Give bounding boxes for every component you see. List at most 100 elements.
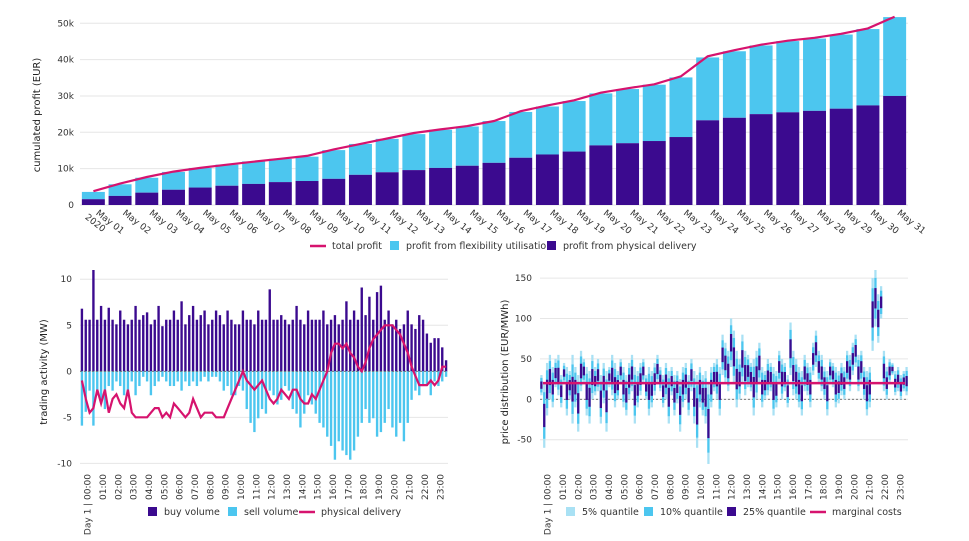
buy-volume-bar — [291, 319, 294, 372]
sell-volume-bar — [257, 371, 260, 419]
quantile-25-bar — [701, 387, 704, 403]
sell-volume-bar — [368, 371, 371, 423]
sell-volume-bar — [226, 371, 229, 387]
quantile-25-bar — [724, 355, 727, 371]
buy-volume-bar — [99, 305, 103, 372]
br-x-tick: 19:00 — [835, 474, 845, 500]
buy-volume-bar — [349, 319, 352, 372]
sell-volume-bar — [126, 371, 130, 391]
physical-profit-bar — [776, 112, 800, 205]
bl-x-tick: 10:00 — [237, 474, 247, 500]
top-x-tick: May 04 — [174, 208, 206, 236]
buy-volume-bar — [345, 301, 348, 372]
quantile-25-bar — [698, 379, 702, 395]
quantile-25-bar — [817, 361, 820, 373]
quantile-25-bar — [763, 380, 767, 391]
top-x-tick: May 30 — [868, 208, 900, 236]
flex-profit-bar — [188, 167, 212, 188]
flex-profit-bar — [803, 38, 827, 111]
quantile-25-bar — [662, 385, 665, 398]
quantile-25-bar — [882, 363, 886, 379]
buy-volume-bar — [222, 324, 225, 372]
top-x-tick: May 17 — [521, 208, 553, 236]
physical-profit-bar — [215, 185, 239, 205]
flex-profit-bar — [482, 121, 506, 163]
quantile-25-bar — [670, 376, 673, 387]
flex-profit-bar — [535, 106, 559, 155]
flex-profit-bar — [161, 171, 185, 190]
buy-volume-bar — [360, 287, 363, 372]
flex-profit-bar — [242, 161, 266, 184]
br-x-tick: 05:00 — [620, 474, 630, 500]
physical-profit-bar — [322, 178, 346, 205]
quantile-25-bar — [676, 381, 679, 394]
br-x-tick: 17:00 — [804, 474, 814, 500]
top-x-tick: May 14 — [441, 208, 473, 236]
top-x-tick: May 27 — [788, 208, 820, 236]
sell-volume-bar — [88, 371, 91, 391]
physical-profit-bar — [829, 108, 853, 205]
top-x-tick: May 09 — [307, 208, 339, 236]
buy-volume-bar — [142, 315, 145, 372]
quantile-25-bar — [837, 381, 840, 394]
quantile-25-bar — [545, 379, 549, 399]
sell-volume-bar — [303, 371, 306, 414]
sell-volume-bar — [157, 371, 160, 382]
buy-volume-bar — [88, 319, 91, 372]
flex-profit-bar — [455, 126, 479, 166]
bl-x-tick: 14:00 — [298, 474, 308, 500]
bl-x-tick: 02:00 — [114, 474, 124, 500]
quantile-25-bar — [783, 371, 786, 383]
buy-volume-bar — [287, 324, 291, 372]
buy-volume-bar — [318, 319, 321, 372]
quantile-25-bar — [797, 379, 801, 395]
sell-volume-bar — [383, 371, 386, 423]
buy-volume-bar — [249, 319, 252, 372]
legend-buy-label: buy volume — [164, 507, 220, 518]
physical-profit-bar — [803, 110, 827, 205]
quantile-25-bar — [659, 374, 662, 384]
cumulated-profit-chart: cumulated profit (EUR) 0 10k 20k 30k 40k 50k M… — [32, 15, 927, 252]
physical-profit-bar — [749, 114, 773, 205]
buy-volume-bar — [395, 319, 398, 372]
quantile-25-bar — [596, 369, 600, 381]
quantile-25-bar — [616, 380, 619, 391]
buy-volume-bar — [387, 310, 390, 372]
quantile-25-bar — [854, 344, 857, 357]
quantile-25-bar — [905, 376, 908, 387]
sell-volume-bar — [218, 371, 222, 382]
sell-volume-bar — [306, 371, 310, 396]
sell-volume-bar — [391, 371, 394, 428]
sell-volume-bar — [207, 371, 210, 382]
quantile-25-bar — [642, 366, 645, 376]
buy-volume-bar — [364, 315, 367, 372]
buy-volume-bar — [176, 319, 179, 372]
sell-volume-bar — [337, 371, 340, 442]
flex-profit-bar — [135, 177, 159, 193]
buy-volume-bar — [134, 305, 137, 372]
quantile-25-bar — [557, 367, 560, 383]
buy-volume-bar — [207, 324, 210, 372]
sell-volume-bar — [142, 371, 145, 377]
sell-volume-bar — [268, 371, 271, 391]
top-x-tick: May 31 — [895, 208, 927, 236]
sell-volume-bar — [165, 371, 168, 382]
physical-profit-bar — [642, 141, 666, 205]
physical-profit-bar — [722, 117, 746, 205]
buy-volume-bar — [199, 315, 202, 372]
buy-volume-bar — [203, 310, 206, 372]
buy-volume-bar — [391, 324, 394, 372]
sell-volume-bar — [395, 371, 398, 437]
sell-volume-bar — [172, 371, 176, 387]
buy-volume-bar — [410, 324, 413, 372]
buy-volume-bar — [226, 310, 229, 372]
buy-volume-bar — [372, 319, 375, 372]
top-y-tick: 0 — [68, 201, 74, 211]
sell-volume-bar — [276, 371, 279, 405]
buy-volume-bar — [230, 319, 233, 372]
buy-volume-bar — [352, 310, 356, 372]
flex-profit-bar — [375, 138, 399, 173]
top-x-tick: May 25 — [735, 208, 767, 236]
bl-x-tick: 16:00 — [329, 474, 339, 500]
sell-volume-bar — [375, 371, 379, 437]
